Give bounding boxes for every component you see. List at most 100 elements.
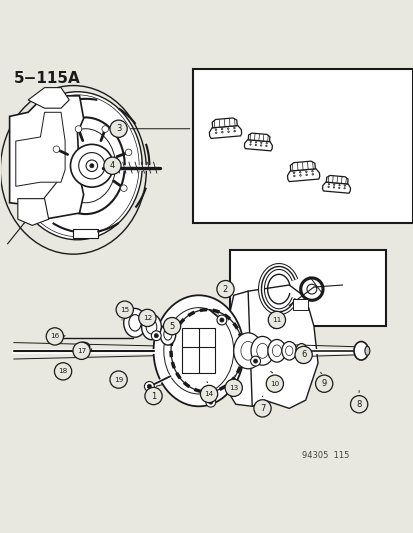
Polygon shape (16, 112, 65, 187)
Ellipse shape (295, 344, 306, 358)
Circle shape (154, 334, 158, 338)
Circle shape (301, 279, 321, 300)
Circle shape (219, 318, 223, 322)
Ellipse shape (153, 295, 243, 406)
Text: 6: 6 (300, 350, 306, 359)
Circle shape (90, 164, 94, 168)
Circle shape (294, 346, 311, 364)
Ellipse shape (164, 329, 172, 340)
Ellipse shape (47, 117, 124, 214)
Ellipse shape (52, 334, 62, 341)
Circle shape (70, 144, 113, 187)
Circle shape (120, 185, 127, 191)
Circle shape (215, 129, 216, 131)
Circle shape (260, 145, 261, 146)
Text: 2: 2 (222, 285, 228, 294)
Text: 5−115A: 5−115A (14, 71, 80, 86)
Polygon shape (212, 118, 237, 128)
Ellipse shape (272, 345, 281, 357)
Circle shape (163, 318, 180, 335)
Circle shape (225, 379, 242, 397)
Circle shape (151, 331, 161, 341)
Ellipse shape (250, 336, 273, 365)
Circle shape (311, 171, 313, 172)
Text: 18: 18 (58, 368, 68, 374)
Circle shape (125, 149, 131, 156)
Text: 9: 9 (321, 379, 326, 388)
Ellipse shape (240, 342, 255, 360)
Circle shape (205, 397, 215, 407)
Ellipse shape (267, 340, 285, 362)
Text: 15: 15 (120, 306, 129, 313)
Circle shape (53, 146, 59, 152)
Ellipse shape (285, 346, 292, 356)
Polygon shape (322, 182, 350, 193)
Circle shape (208, 400, 212, 404)
Circle shape (327, 186, 328, 188)
Ellipse shape (77, 342, 90, 351)
Circle shape (338, 184, 339, 186)
Circle shape (350, 395, 367, 413)
Circle shape (305, 174, 307, 175)
Circle shape (233, 131, 235, 132)
Text: 14: 14 (204, 391, 213, 397)
Circle shape (343, 188, 344, 189)
Polygon shape (287, 169, 319, 182)
Polygon shape (18, 199, 49, 225)
Ellipse shape (281, 342, 296, 360)
Ellipse shape (13, 92, 142, 240)
Circle shape (147, 384, 151, 389)
Text: 8: 8 (356, 400, 361, 409)
Bar (182, 328, 215, 374)
Ellipse shape (123, 309, 146, 337)
Circle shape (255, 142, 256, 143)
Circle shape (249, 141, 251, 142)
Circle shape (216, 280, 234, 298)
Ellipse shape (81, 344, 86, 349)
Circle shape (299, 172, 300, 173)
Ellipse shape (298, 347, 304, 354)
Circle shape (221, 132, 223, 133)
Circle shape (61, 368, 65, 373)
Circle shape (46, 328, 63, 345)
Circle shape (110, 371, 127, 388)
Polygon shape (244, 140, 272, 151)
Circle shape (249, 144, 251, 145)
Circle shape (266, 143, 267, 144)
Text: 19: 19 (114, 377, 123, 383)
Circle shape (233, 127, 235, 129)
Polygon shape (225, 291, 274, 406)
Polygon shape (9, 96, 83, 219)
Circle shape (116, 301, 133, 318)
Text: 11: 11 (272, 317, 281, 323)
Ellipse shape (141, 314, 161, 340)
Circle shape (311, 174, 313, 175)
Circle shape (227, 128, 228, 130)
Circle shape (265, 146, 266, 147)
Circle shape (292, 172, 294, 174)
Text: 12: 12 (142, 315, 152, 321)
Polygon shape (290, 161, 315, 171)
Circle shape (86, 160, 97, 172)
Circle shape (343, 185, 345, 186)
Text: 94305  115: 94305 115 (301, 451, 348, 460)
Ellipse shape (256, 343, 268, 358)
Circle shape (266, 375, 283, 392)
Text: 7: 7 (259, 404, 265, 413)
Circle shape (253, 359, 257, 363)
Circle shape (338, 187, 339, 189)
Circle shape (111, 374, 117, 381)
Circle shape (306, 284, 316, 294)
Circle shape (144, 382, 154, 391)
Text: 16: 16 (50, 334, 59, 340)
Polygon shape (247, 285, 317, 408)
Circle shape (73, 342, 90, 359)
Circle shape (145, 387, 162, 405)
Circle shape (227, 131, 229, 132)
Circle shape (221, 128, 222, 130)
Bar (293, 300, 307, 310)
Polygon shape (325, 175, 347, 184)
Circle shape (102, 126, 108, 132)
Polygon shape (28, 87, 69, 108)
Text: 13: 13 (228, 385, 238, 391)
